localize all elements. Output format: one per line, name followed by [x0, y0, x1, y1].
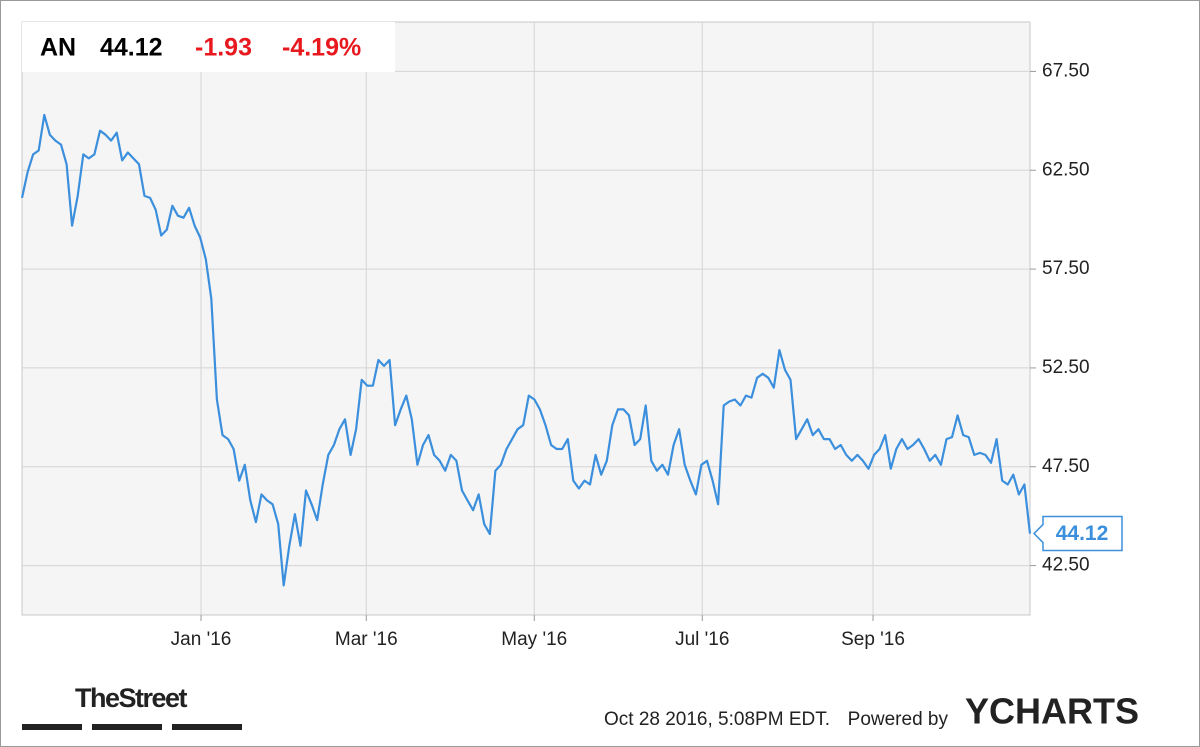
x-tick-label: Mar '16: [335, 629, 398, 650]
brand: TheStreet: [75, 683, 188, 713]
header-box: [22, 22, 395, 72]
y-tick-label: 57.50: [1042, 258, 1090, 279]
change: -1.93: [195, 34, 252, 62]
last-price-label: 44.12: [1056, 522, 1109, 545]
x-tick-label: May '16: [501, 629, 567, 650]
ticker: AN: [40, 34, 76, 62]
price-line: [20, 113, 1032, 587]
price: 44.12: [100, 34, 163, 62]
y-tick-label: 67.50: [1042, 60, 1090, 81]
y-tick-label: 42.50: [1042, 555, 1090, 576]
x-tick-label: Sep '16: [841, 629, 905, 650]
brand-bar: [172, 724, 242, 730]
brand-bar: [22, 724, 82, 730]
x-tick-label: Jul '16: [675, 629, 729, 650]
y-tick-label: 47.50: [1042, 456, 1090, 477]
powered-by: Powered by: [848, 709, 949, 730]
x-tick-label: Jan '16: [171, 629, 232, 650]
y-tick-label: 52.50: [1042, 357, 1090, 378]
provider: YCHARTS: [965, 691, 1139, 732]
brand-bar: [92, 724, 162, 730]
change-pct: -4.19%: [282, 34, 361, 62]
y-tick-label: 62.50: [1042, 159, 1090, 180]
last-price-callout: [1032, 515, 1123, 552]
timestamp: Oct 28 2016, 5:08PM EDT.: [604, 709, 830, 730]
plot-area: [21, 21, 1031, 616]
